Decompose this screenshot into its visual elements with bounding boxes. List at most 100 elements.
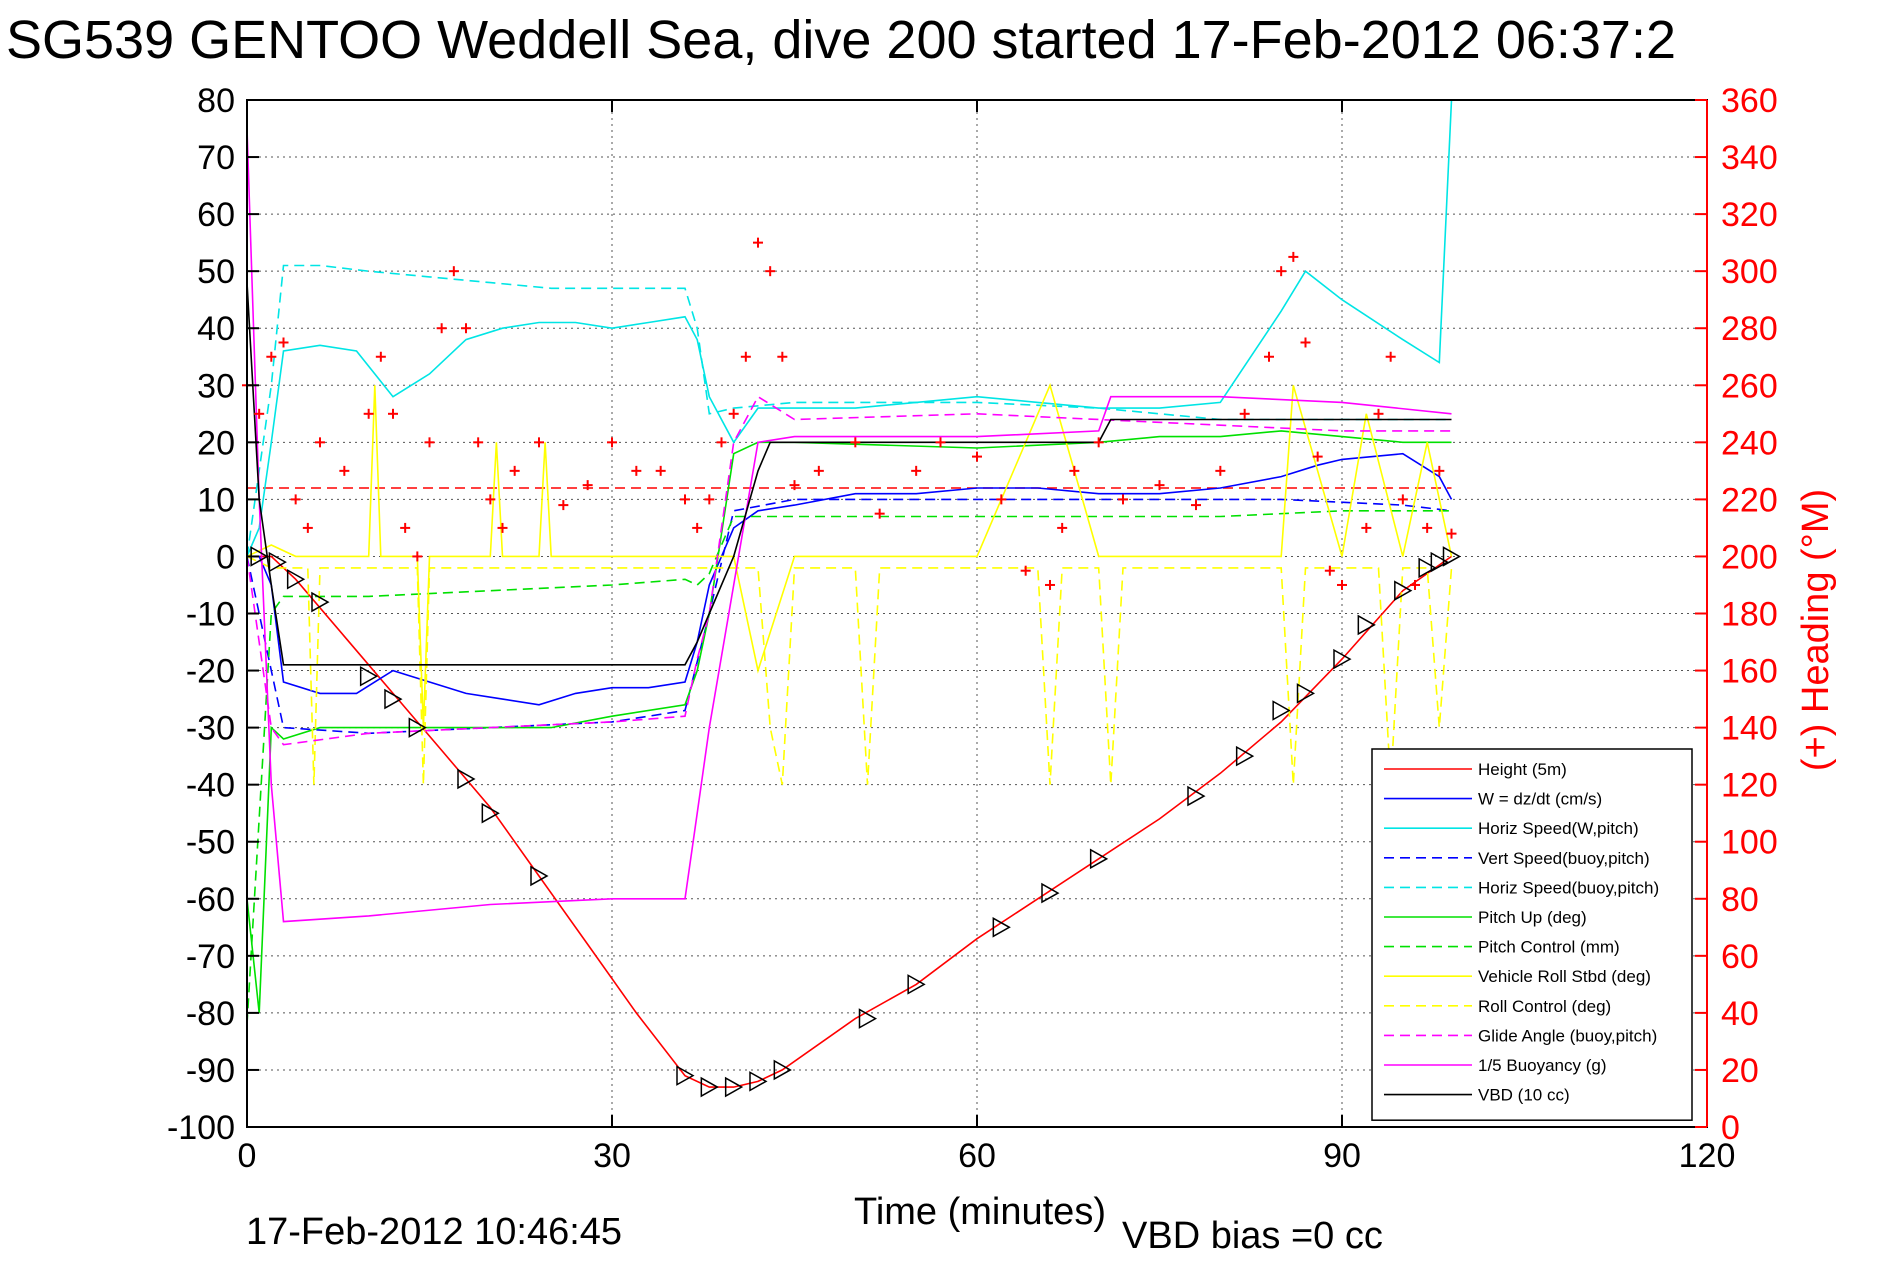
triangle-marker: [1442, 546, 1462, 567]
heading-point: [1410, 579, 1420, 590]
heading-point: [278, 337, 289, 348]
legend-label: VBD (10 cc): [1478, 1086, 1570, 1105]
series-line-8: [247, 555, 1453, 785]
y-right-tick-label: 240: [1721, 424, 1778, 462]
y-right-tick-label: 60: [1721, 938, 1759, 976]
heading-point: [874, 508, 885, 519]
heading-point: [1361, 522, 1372, 533]
triangle-marker: [1041, 882, 1060, 904]
heading-point: [1215, 465, 1226, 476]
triangle-marker: [1357, 614, 1376, 636]
triangle-marker: [359, 665, 379, 687]
triangle-marker: [1418, 557, 1437, 579]
heading-point: [339, 465, 350, 476]
heading-point: [315, 437, 325, 448]
heading-point: [740, 351, 751, 362]
legend-label: Glide Angle (buoy,pitch): [1478, 1026, 1657, 1045]
y-right-tick-label: 40: [1721, 995, 1759, 1033]
y-right-tick-label: 160: [1721, 653, 1778, 691]
heading-point: [728, 408, 739, 419]
heading-point: [461, 323, 471, 334]
triangle-marker: [530, 865, 549, 887]
y-right-tick-label: 180: [1721, 596, 1778, 634]
y-axis-right-ticks: 3603403203002802602402202001801601401201…: [1695, 82, 1778, 1147]
y-left-tick-label: -90: [186, 1052, 235, 1090]
x-axis-ticks: 0 30 60 90 120: [238, 100, 1735, 1175]
legend-label: Vert Speed(buoy,pitch): [1478, 849, 1650, 868]
heading-point: [412, 551, 423, 562]
footer-timestamp: 17-Feb-2012 10:46:45: [246, 1211, 622, 1253]
heading-point: [1397, 494, 1408, 505]
y-right-tick-label: 20: [1721, 1052, 1759, 1090]
heading-point: [1154, 480, 1165, 491]
chart-title: SG539 GENTOO Weddell Sea, dive 200 start…: [6, 10, 1676, 70]
triangle-marker: [1272, 700, 1291, 721]
heading-point: [473, 437, 484, 448]
heading-point: [497, 522, 508, 533]
heading-point: [1422, 522, 1433, 533]
heading-point: [400, 522, 411, 533]
y-left-tick-label: 50: [197, 253, 235, 291]
y-left-tick-label: -40: [186, 767, 235, 805]
heading-point: [1288, 251, 1299, 262]
heading-point: [680, 494, 690, 505]
heading-point: [716, 437, 727, 448]
legend-label: W = dz/dt (cm/s): [1478, 790, 1602, 809]
heading-point: [266, 351, 277, 362]
heading-point: [1045, 579, 1055, 590]
heading-point: [375, 351, 386, 362]
y-left-tick-label: -30: [186, 710, 235, 748]
heading-point: [1057, 522, 1068, 533]
triangle-marker: [408, 717, 427, 738]
heading-point: [1118, 494, 1128, 505]
heading-point: [1020, 565, 1031, 576]
y-left-tick-label: -80: [186, 995, 235, 1033]
y-left-tick-label: 10: [197, 481, 235, 519]
heading-point: [1385, 351, 1396, 362]
triangle-markers: [250, 546, 1462, 1098]
y-left-tick-label: 40: [197, 310, 235, 348]
triangle-marker: [676, 1065, 695, 1086]
heading-point: [1239, 408, 1250, 419]
legend-label: Horiz Speed(W,pitch): [1478, 819, 1639, 838]
heading-point: [1312, 451, 1323, 462]
heading-point: [485, 494, 496, 505]
legend-label: Horiz Speed(buoy,pitch): [1478, 878, 1659, 897]
heading-point: [911, 465, 922, 476]
triangle-marker: [384, 688, 403, 710]
series-line-0: [247, 555, 1452, 1088]
series-line-5: [247, 430, 1452, 1013]
x-tick-label: 30: [593, 1137, 631, 1175]
y-left-tick-label: 80: [197, 82, 235, 120]
triangle-marker: [1296, 683, 1316, 704]
heading-point: [558, 500, 569, 511]
y-left-tick-label: -50: [186, 824, 235, 862]
y-left-tick-label: -60: [186, 881, 235, 919]
triangle-marker: [1089, 848, 1109, 870]
heading-point: [753, 237, 763, 248]
triangle-marker: [311, 591, 330, 613]
y-left-tick-label: -100: [167, 1109, 235, 1147]
triangle-marker: [286, 568, 306, 590]
triangle-marker: [907, 974, 926, 995]
legend-label: 1/5 Buoyancy (g): [1478, 1056, 1607, 1075]
triangle-marker: [992, 917, 1011, 938]
heading-point: [254, 408, 265, 419]
heading-point: [436, 323, 447, 334]
x-tick-label: 0: [238, 1137, 257, 1175]
heading-point: [765, 266, 776, 277]
heading-point: [582, 480, 593, 491]
heading-series: [242, 237, 1457, 590]
heading-point: [850, 437, 861, 448]
heading-point: [631, 465, 642, 476]
heading-point: [1191, 500, 1201, 511]
heading-point: [290, 494, 301, 505]
y-right-tick-label: 140: [1721, 710, 1778, 748]
heading-point: [935, 437, 946, 448]
y-right-tick-label: 260: [1721, 367, 1778, 405]
y-left-tick-label: 60: [197, 196, 235, 234]
y-left-tick-label: 70: [197, 139, 235, 177]
x-axis-label: Time (minutes): [854, 1191, 1106, 1233]
heading-point: [1264, 351, 1274, 362]
series-line-1: [247, 452, 1453, 706]
